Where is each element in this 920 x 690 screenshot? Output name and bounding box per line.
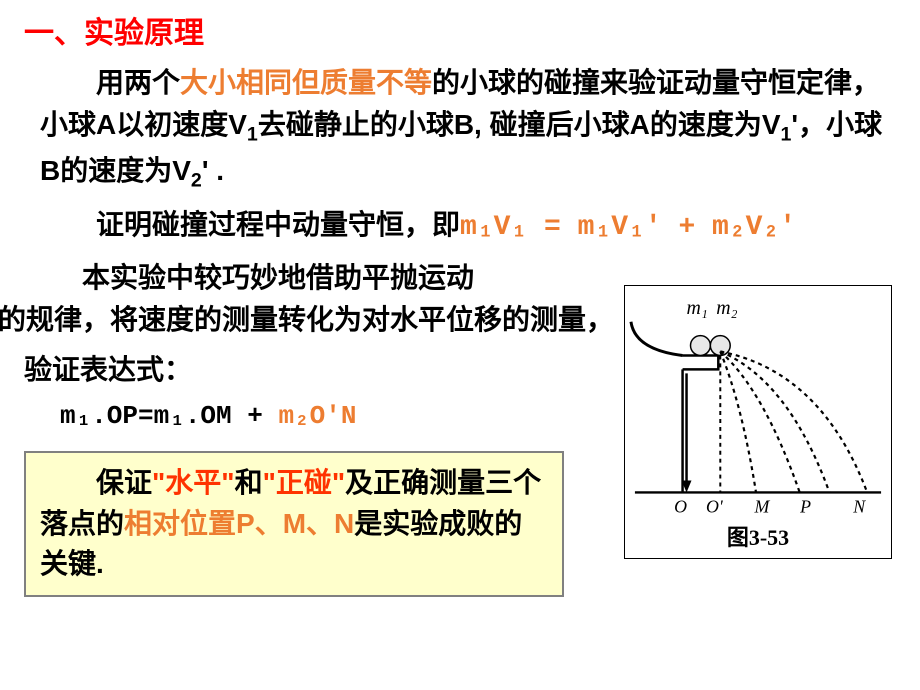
- co-q1: "水平": [152, 467, 235, 498]
- svg-text:O': O': [706, 496, 724, 516]
- p1-sub1: 1: [247, 124, 258, 146]
- svg-text:m₁: m₁: [687, 297, 708, 319]
- p3-b: 的规律，将速度的测量转化为对水平位移的测量，: [0, 304, 614, 335]
- p2-equation: m₁V₁ = m₁V₁' + m₂V₂': [460, 212, 796, 243]
- p1-pre: 用两个: [96, 67, 180, 98]
- eq-rhs: m₂O'N: [278, 401, 356, 431]
- eq-lhs: m₁.OP=: [60, 401, 154, 431]
- svg-text:m₂: m₂: [716, 297, 737, 319]
- svg-text:M: M: [754, 496, 771, 516]
- p2-pre: 证明碰撞过程中动量守恒，即: [96, 209, 460, 240]
- paragraph-1: 用两个大小相同但质量不等的小球的碰撞来验证动量守恒定律，小球A以初速度V1去碰静…: [0, 58, 920, 200]
- co-b: 和: [235, 467, 263, 498]
- co-d: 相对位置P、M、N: [124, 508, 354, 539]
- p1-post-b: 去碰静止的小球B, 碰撞后小球A的速度为V: [258, 109, 781, 140]
- callout-box: 保证"水平"和"正碰"及正确测量三个落点的相对位置P、M、N是实验成败的关键.: [24, 451, 564, 597]
- eq-mid: m₁.OM +: [154, 401, 279, 431]
- callout-line1: 保证"水平"和"正碰"及正确测量三个落点的相对位置P、M、N是实验成败的关键.: [40, 463, 548, 585]
- p1-post-d: .: [208, 155, 224, 186]
- paragraph-2: 证明碰撞过程中动量守恒，即m₁V₁ = m₁V₁' + m₂V₂': [0, 200, 920, 253]
- heading-text: 一、实验原理: [24, 17, 204, 50]
- p1-sub2: 1: [781, 124, 792, 146]
- svg-text:N: N: [852, 496, 866, 516]
- p4-text: 验证表达式：: [24, 354, 192, 385]
- svg-text:P: P: [799, 496, 811, 516]
- p1-highlight: 大小相同但质量不等: [180, 67, 432, 98]
- svg-text:O: O: [674, 496, 687, 516]
- p3-a: 本实验中较巧妙地借助平抛运动: [82, 262, 474, 293]
- section-heading: 一、实验原理: [0, 0, 920, 58]
- co-a: 保证: [96, 467, 152, 498]
- figure-caption: 图3-53: [625, 516, 891, 558]
- co-q2: "正碰": [263, 467, 346, 498]
- figure-svg: m₁ m₂ O O' M P N: [625, 286, 891, 516]
- figure-3-53: m₁ m₂ O O' M P N 图3-53: [624, 285, 892, 559]
- p1-sub3: 2: [191, 170, 202, 192]
